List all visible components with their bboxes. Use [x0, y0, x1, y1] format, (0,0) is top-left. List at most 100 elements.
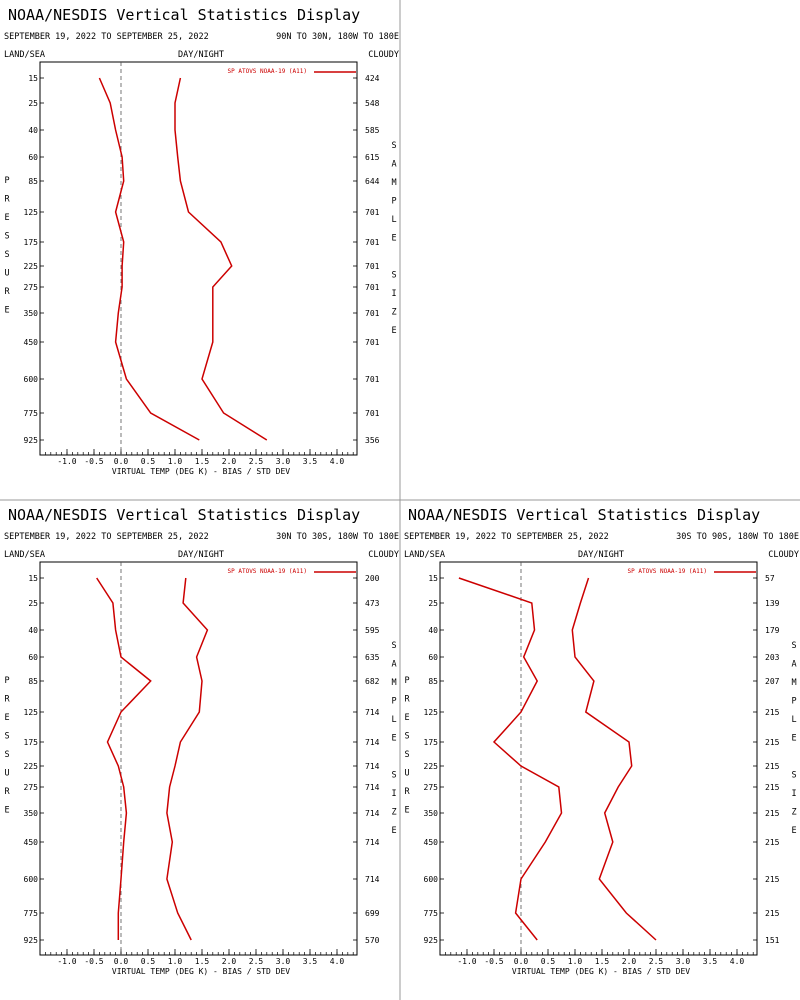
- pressure-level-label: 125: [24, 708, 39, 717]
- y-axis-label-char: S: [391, 771, 396, 781]
- pressure-level-label: 600: [24, 875, 39, 884]
- y-axis-label-char: L: [391, 215, 396, 225]
- sample-size-label: 714: [365, 738, 380, 747]
- y-axis-label-char: L: [791, 715, 796, 725]
- pressure-level-label: 450: [424, 838, 439, 847]
- sample-size-label: 473: [365, 599, 380, 608]
- y-axis-label-char: M: [791, 678, 796, 688]
- pressure-level-label: 85: [428, 677, 438, 686]
- sample-size-label: 585: [365, 126, 380, 135]
- x-tick-label: -0.5: [84, 457, 103, 466]
- sample-size-label: 215: [765, 762, 780, 771]
- pressure-level-label: 175: [424, 738, 439, 747]
- y-axis-label-char: I: [391, 789, 396, 799]
- pressure-level-label: 25: [28, 99, 38, 108]
- y-axis-label-char: A: [391, 160, 396, 170]
- legend-label: SP ATOVS NOAA-19 (A11): [228, 68, 307, 75]
- pressure-level-label: 15: [28, 74, 38, 83]
- y-axis-label-char: S: [404, 750, 409, 760]
- pressure-level-label: 175: [24, 738, 39, 747]
- plot-frame: [439, 561, 758, 956]
- sample-size-label: 701: [365, 409, 380, 418]
- sample-size-label: 644: [365, 177, 380, 186]
- y-axis-label-char: R: [4, 787, 10, 797]
- pressure-level-label: 25: [428, 599, 438, 608]
- y-axis-label-char: A: [791, 660, 796, 670]
- x-tick-label: 3.5: [703, 957, 718, 966]
- panel-title: NOAA/NESDIS Vertical Statistics Display: [8, 6, 360, 24]
- x-tick-label: 2.5: [249, 457, 264, 466]
- x-tick-label: 0.0: [514, 957, 529, 966]
- x-tick-label: 0.0: [114, 457, 129, 466]
- sample-size-label: 139: [765, 599, 780, 608]
- sample-size-label: 215: [765, 875, 780, 884]
- sample-size-label: 699: [365, 909, 380, 918]
- bias-line: [458, 577, 563, 941]
- x-tick-label: 2.0: [222, 957, 237, 966]
- y-axis-label-char: E: [4, 806, 9, 816]
- sample-size-label: 215: [765, 909, 780, 918]
- sample-size-label: 701: [365, 309, 380, 318]
- day-night-label: DAY/NIGHT: [578, 550, 624, 560]
- sample-size-label: 215: [765, 783, 780, 792]
- x-tick-label: -0.5: [84, 957, 103, 966]
- sample-size-label: 701: [365, 262, 380, 271]
- y-axis-label-char: A: [391, 660, 396, 670]
- pressure-level-label: 85: [28, 177, 38, 186]
- pressure-level-label: 85: [28, 677, 38, 686]
- y-axis-label-char: E: [391, 326, 396, 336]
- sample-size-label: 714: [365, 783, 380, 792]
- sample-size-label: 207: [765, 677, 780, 686]
- x-tick-label: 4.0: [330, 957, 345, 966]
- legend-label: SP ATOVS NOAA-19 (A11): [628, 568, 707, 575]
- y-axis-label-char: L: [391, 715, 396, 725]
- sample-size-label: 548: [365, 99, 380, 108]
- pressure-level-label: 15: [28, 574, 38, 583]
- y-axis-label-char: E: [4, 713, 9, 723]
- x-tick-label: 1.0: [168, 457, 183, 466]
- day-night-label: DAY/NIGHT: [178, 50, 224, 60]
- x-tick-label: 2.5: [249, 957, 264, 966]
- sample-size-label: 701: [365, 375, 380, 384]
- region-label: 90N TO 30N, 180W TO 180E: [276, 32, 399, 42]
- x-axis-label: VIRTUAL TEMP (DEG K) - BIAS / STD DEV: [512, 967, 690, 976]
- sample-size-label: 615: [365, 153, 380, 162]
- y-axis-label-char: R: [404, 787, 410, 797]
- date-range: SEPTEMBER 19, 2022 TO SEPTEMBER 25, 2022: [404, 532, 609, 542]
- y-axis-label-char: P: [391, 197, 396, 207]
- x-tick-label: 1.0: [568, 957, 583, 966]
- y-axis-label-char: E: [391, 826, 396, 836]
- pressure-level-label: 175: [24, 238, 39, 247]
- bias-line: [98, 77, 200, 441]
- x-tick-label: 0.5: [541, 957, 556, 966]
- region-label: 30S TO 90S, 180W TO 180E: [676, 532, 799, 542]
- x-tick-label: 3.0: [676, 957, 691, 966]
- pressure-level-label: 40: [28, 626, 38, 635]
- land-sea-label: LAND/SEA: [404, 550, 445, 560]
- x-tick-label: -1.0: [57, 957, 76, 966]
- chart-panel-2: NOAA/NESDIS Vertical Statistics Display S…: [4, 506, 399, 976]
- x-axis-label: VIRTUAL TEMP (DEG K) - BIAS / STD DEV: [112, 467, 290, 476]
- pressure-level-label: 350: [424, 809, 439, 818]
- plot-frame: [39, 561, 358, 956]
- y-axis-label-char: E: [404, 713, 409, 723]
- sample-size-label: 701: [365, 208, 380, 217]
- pressure-level-label: 350: [24, 309, 39, 318]
- sample-size-label: 714: [365, 809, 380, 818]
- y-axis-label-char: I: [391, 289, 396, 299]
- y-axis-label-char: S: [791, 771, 796, 781]
- x-tick-label: -1.0: [457, 957, 476, 966]
- sample-size-label: 701: [365, 283, 380, 292]
- cloudy-label: CLOUDY: [368, 550, 399, 560]
- std-dev-line: [166, 577, 209, 941]
- sample-size-label: 635: [365, 653, 380, 662]
- y-axis-label-char: P: [791, 697, 796, 707]
- sample-size-label: 200: [365, 574, 380, 583]
- pressure-level-label: 60: [428, 653, 438, 662]
- y-axis-label-char: S: [4, 732, 9, 742]
- x-tick-label: 2.0: [622, 957, 637, 966]
- chart-panel-3: NOAA/NESDIS Vertical Statistics Display S…: [404, 506, 799, 976]
